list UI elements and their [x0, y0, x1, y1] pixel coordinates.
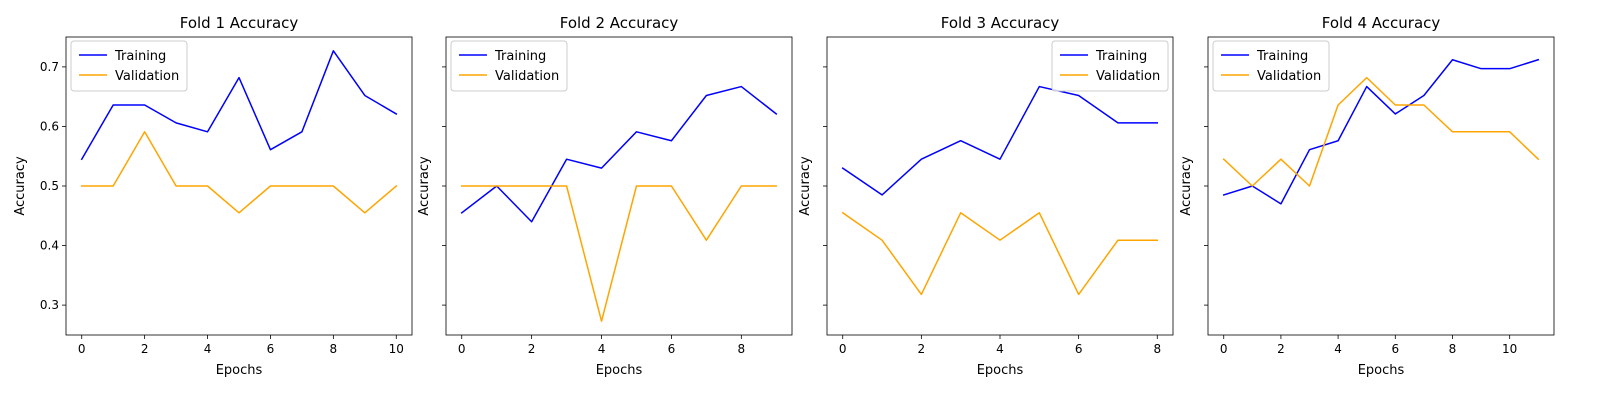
subplot-fold-4: 0 2 4 6 8 10 Fold 4 Accuracy Epochs Accuracy Trai…: [1179, 14, 1555, 378]
x-tick-label: 10: [1502, 342, 1517, 356]
legend-label-training: Training: [1256, 49, 1308, 64]
legend: Training Validation: [1051, 40, 1169, 92]
chart-title: Fold 3 Accuracy: [941, 14, 1060, 32]
series-line-validation: [460, 185, 778, 322]
y-axis-label: Accuracy: [1179, 156, 1194, 216]
series-line-training: [841, 85, 1159, 196]
y-axis-label: Accuracy: [13, 156, 28, 216]
x-tick-label: 0: [458, 342, 466, 356]
x-tick-label: 0: [1220, 342, 1228, 356]
legend-box: [70, 40, 188, 92]
x-tick-label: 6: [1391, 342, 1399, 356]
x-axis-label: Epochs: [1358, 363, 1405, 378]
legend-label-validation: Validation: [1257, 69, 1321, 84]
series-line-validation: [841, 211, 1159, 296]
legend-label-validation: Validation: [115, 69, 179, 84]
x-axis-label: Epochs: [216, 363, 263, 378]
x-tick-label: 0: [839, 342, 847, 356]
legend-box: [1051, 40, 1169, 92]
x-tick-label: 4: [204, 342, 212, 356]
series-line-training: [460, 85, 778, 223]
x-axis-label: Epochs: [596, 363, 643, 378]
x-tick-label: 2: [528, 342, 536, 356]
series-line-validation: [1222, 76, 1540, 187]
y-tick-label: 0.5: [40, 179, 59, 193]
y-axis-label: Accuracy: [417, 156, 432, 216]
x-tick-label: 4: [1334, 342, 1342, 356]
series-line-training: [1222, 58, 1540, 205]
legend: Training Validation: [70, 40, 188, 92]
x-tick-label: 10: [389, 342, 404, 356]
x-tick-label: 8: [738, 342, 746, 356]
x-tick-label: 6: [1075, 342, 1083, 356]
y-tick-label: 0.7: [40, 60, 59, 74]
legend-label-validation: Validation: [1096, 69, 1160, 84]
x-tick-label: 6: [668, 342, 676, 356]
x-tick-label: 2: [1277, 342, 1285, 356]
legend-box: [450, 40, 568, 92]
legend-label-training: Training: [114, 49, 166, 64]
x-axis-label: Epochs: [977, 363, 1024, 378]
x-tick-label: 8: [1153, 342, 1161, 356]
y-tick-label: 0.6: [40, 119, 59, 133]
subplot-fold-2: 0 2 4 6 8 Fold 2 Accuracy Epochs Accuracy Traini…: [417, 14, 793, 378]
x-tick-label: 6: [267, 342, 275, 356]
subplot-fold-3: 0 2 4 6 8 Fold 3 Accuracy Epochs Accuracy Traini…: [798, 14, 1174, 378]
legend-label-training: Training: [1095, 49, 1147, 64]
y-tick-label: 0.3: [40, 298, 59, 312]
legend-label-training: Training: [494, 49, 546, 64]
x-tick-label: 2: [918, 342, 926, 356]
series-line-training: [80, 50, 398, 161]
x-tick-label: 2: [141, 342, 149, 356]
legend-label-validation: Validation: [495, 69, 559, 84]
subplot-fold-1: 0 2 4 6 8 10 0.3 0.4 0.5 0.6 0.7 Fold 1 Accuracy Epo…: [13, 14, 413, 378]
legend: Training Validation: [1212, 40, 1330, 92]
x-tick-label: 0: [78, 342, 86, 356]
x-tick-label: 8: [330, 342, 338, 356]
chart-title: Fold 2 Accuracy: [560, 14, 679, 32]
x-tick-label: 8: [1449, 342, 1457, 356]
x-tick-label: 4: [598, 342, 606, 356]
series-line-validation: [80, 131, 398, 214]
y-tick-label: 0.4: [40, 239, 59, 253]
legend-box: [1212, 40, 1330, 92]
x-tick-label: 4: [996, 342, 1004, 356]
y-axis-label: Accuracy: [798, 156, 813, 216]
chart-title: Fold 4 Accuracy: [1322, 14, 1441, 32]
legend: Training Validation: [450, 40, 568, 92]
chart-title: Fold 1 Accuracy: [180, 14, 299, 32]
